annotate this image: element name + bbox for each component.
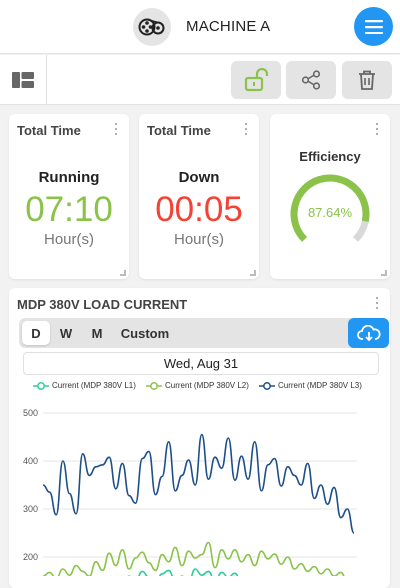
more-options-icon[interactable] <box>241 122 251 136</box>
down-time-card: Total Time Down 00:05 Hour(s) <box>139 114 259 279</box>
layout-toggle-icon <box>12 72 34 88</box>
legend-marker-icon <box>146 381 162 390</box>
download-button[interactable] <box>348 318 389 348</box>
efficiency-card: Efficiency 87.64% <box>270 114 390 279</box>
resize-handle-icon[interactable] <box>120 270 126 276</box>
unlock-icon <box>244 68 269 92</box>
share-icon <box>301 70 321 90</box>
hamburger-menu-icon <box>364 19 383 34</box>
period-tabs: D W M Custom <box>19 318 389 348</box>
series-line-l2 <box>42 541 345 576</box>
down-value: 00:05 <box>155 190 243 229</box>
y-tick-label: 500 <box>23 408 38 418</box>
menu-button[interactable] <box>354 7 393 46</box>
tab-custom[interactable]: Custom <box>120 325 170 341</box>
efficiency-label: Efficiency <box>299 149 361 164</box>
running-time-card: Total Time Running 07:10 Hour(s) <box>9 114 129 279</box>
running-unit: Hour(s) <box>43 231 94 248</box>
trash-icon <box>359 70 375 90</box>
legend-item-l3[interactable]: Current (MDP 380V L3) <box>259 381 362 390</box>
load-current-card: MDP 380V LOAD CURRENT D W M Custom Wed, … <box>9 288 390 588</box>
more-options-icon[interactable] <box>372 122 382 136</box>
delete-button[interactable] <box>342 61 392 99</box>
legend-label: Current (MDP 380V L2) <box>165 381 249 390</box>
machine-title: MACHINE A <box>186 18 271 35</box>
app-header: MACHINE A <box>0 0 400 54</box>
tab-week[interactable]: W <box>59 325 73 341</box>
tab-day[interactable]: D <box>22 321 50 345</box>
efficiency-value: 87.64% <box>307 205 353 220</box>
efficiency-gauge <box>290 174 370 242</box>
card-title: Total Time <box>147 123 211 138</box>
resize-handle-icon[interactable] <box>250 270 256 276</box>
legend-label: Current (MDP 380V L1) <box>52 381 136 390</box>
y-tick-label: 400 <box>23 456 38 466</box>
y-tick-label: 300 <box>23 504 38 514</box>
film-reel-icon <box>138 18 165 36</box>
running-label: Running <box>38 169 100 186</box>
series-line-l1 <box>127 568 239 576</box>
more-options-icon[interactable] <box>372 296 382 310</box>
y-tick-label: 200 <box>23 552 38 562</box>
down-unit: Hour(s) <box>173 231 224 248</box>
down-label: Down <box>178 169 220 186</box>
lock-button[interactable] <box>231 61 281 99</box>
running-value: 07:10 <box>25 190 113 229</box>
chart-legend: Current (MDP 380V L1) Current (MDP 380V … <box>9 381 390 395</box>
legend-item-l1[interactable]: Current (MDP 380V L1) <box>33 381 136 390</box>
more-options-icon[interactable] <box>111 122 121 136</box>
machine-logo <box>133 8 171 46</box>
date-selector[interactable]: Wed, Aug 31 <box>23 352 379 375</box>
series-line-l3 <box>42 433 355 534</box>
resize-handle-icon[interactable] <box>381 270 387 276</box>
tab-month[interactable]: M <box>91 325 103 341</box>
legend-item-l2[interactable]: Current (MDP 380V L2) <box>146 381 249 390</box>
load-current-chart: 500 400 300 200 <box>23 408 357 576</box>
share-button[interactable] <box>286 61 336 99</box>
toolbar <box>0 55 400 105</box>
legend-marker-icon <box>33 381 49 390</box>
legend-label: Current (MDP 380V L3) <box>278 381 362 390</box>
card-title: Total Time <box>17 123 81 138</box>
cloud-download-icon <box>356 324 381 342</box>
legend-marker-icon <box>259 381 275 390</box>
chart-title: MDP 380V LOAD CURRENT <box>17 297 188 312</box>
layout-toggle-button[interactable] <box>0 55 47 105</box>
